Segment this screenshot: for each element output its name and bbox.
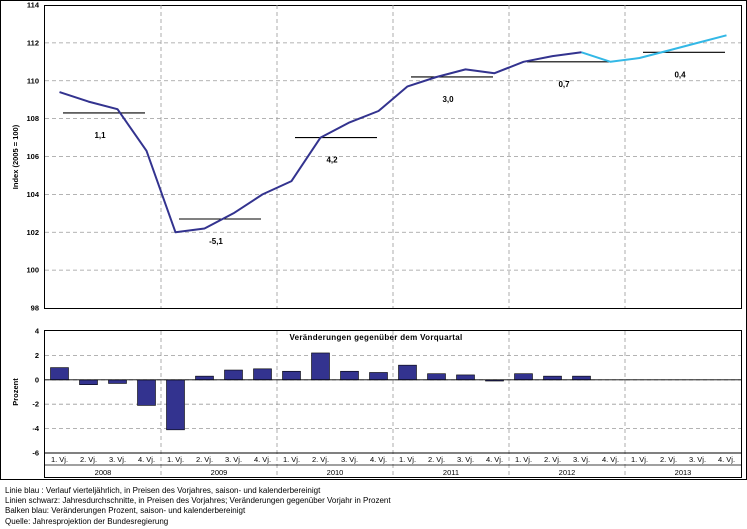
change-bar	[137, 379, 156, 406]
year-tick-label: 2008	[95, 468, 112, 477]
change-bar	[340, 370, 359, 381]
annual-change-label: 0,4	[674, 70, 686, 79]
change-y-tick-label: -4	[32, 424, 39, 433]
index-y-tick-label: 112	[27, 38, 39, 47]
change-bar-chart: -6 -4 -2 0 2 4 Prozent Veränderungen gegenübe…	[11, 327, 742, 478]
change-y-tick-label: 0	[35, 375, 39, 384]
annual-change-label: 1,1	[94, 131, 106, 140]
change-bar	[79, 379, 98, 385]
change-x-axis: 1. Vj. 2. Vj. 3. Vj. 4. Vj. 1. Vj. 2. Vj. 3. V…	[51, 455, 735, 477]
quarter-tick-label: 3. Vj.	[341, 455, 358, 464]
change-bar	[282, 370, 301, 381]
index-y-tick-label: 104	[26, 190, 39, 199]
quarter-tick-label: 3. Vj.	[457, 455, 474, 464]
quarter-tick-label: 4. Vj.	[602, 455, 619, 464]
quarter-tick-label: 2. Vj.	[196, 455, 213, 464]
quarter-tick-label: 1. Vj.	[631, 455, 648, 464]
quarter-tick-label: 4. Vj.	[718, 455, 735, 464]
year-tick-label: 2011	[443, 468, 459, 477]
note-bars-blue: Balken blau: Veränderungen Prozent, sais…	[5, 506, 246, 516]
change-bar	[50, 367, 69, 381]
quarter-tick-label: 3. Vj.	[689, 455, 706, 464]
index-y-tick-label: 110	[27, 76, 39, 85]
quarter-tick-label: 4. Vj.	[486, 455, 503, 464]
year-tick-label: 2013	[675, 468, 692, 477]
quarter-tick-label: 2. Vj.	[80, 455, 97, 464]
note-lines-black: Linien schwarz: Jahresdurchschnitte, in …	[5, 496, 391, 506]
change-y-tick-label: -6	[32, 449, 39, 458]
index-line-chart: 98 100 102 104 106 108 110 112 114 Index (2005 =…	[11, 1, 742, 313]
index-line-actual	[59, 51, 582, 234]
quarter-tick-label: 1. Vj.	[167, 455, 184, 464]
quarter-tick-label: 3. Vj.	[573, 455, 590, 464]
quarter-tick-label: 1. Vj.	[515, 455, 532, 464]
index-y-tick-label: 108	[26, 114, 39, 123]
change-chart-title: Veränderungen gegenüber dem Vorquartal	[289, 333, 462, 342]
index-y-tick-label: 114	[27, 1, 40, 10]
chart-frame	[0, 0, 747, 480]
change-y-axis: -6 -4 -2 0 2 4	[32, 327, 40, 458]
annual-averages: 1,1 -5,1 4,2 3,0 0,7 0,4	[63, 51, 725, 246]
change-bar	[195, 375, 214, 381]
index-series-lines	[59, 34, 727, 234]
change-bar	[514, 373, 533, 381]
year-tick-label: 2009	[211, 468, 228, 477]
change-bar	[224, 369, 243, 381]
year-tick-label: 2010	[327, 468, 344, 477]
quarter-tick-label: 3. Vj.	[225, 455, 242, 464]
annual-change-label: -5,1	[209, 237, 223, 246]
note-line-blue: Linie blau : Verlauf vierteljährlich, in…	[5, 486, 321, 495]
change-bar	[108, 379, 127, 384]
quarter-tick-label: 4. Vj.	[254, 455, 271, 464]
index-y-tick-label: 98	[31, 304, 39, 313]
year-tick-label: 2012	[559, 468, 576, 477]
change-bar	[311, 352, 330, 381]
index-line-projection	[581, 34, 727, 63]
note-source: Quelle: Jahresprojektion der Bundesregie…	[5, 516, 169, 526]
quarter-tick-label: 1. Vj.	[51, 455, 68, 464]
change-bars	[45, 352, 741, 431]
index-y-axis: 98 100 102 104 106 108 110 112 114	[26, 1, 39, 313]
quarter-tick-label: 1. Vj.	[283, 455, 300, 464]
change-bar	[456, 374, 475, 381]
change-y-tick-label: -2	[32, 400, 39, 409]
change-y-tick-label: 2	[35, 351, 39, 360]
change-bar	[398, 364, 417, 381]
change-y-tick-label: 4	[35, 327, 40, 336]
change-bar	[166, 379, 185, 431]
quarter-tick-label: 3. Vj.	[109, 455, 126, 464]
quarter-tick-label: 4. Vj.	[138, 455, 155, 464]
index-y-tick-label: 102	[26, 228, 39, 237]
index-y-tick-label: 106	[26, 152, 39, 161]
change-bar	[543, 375, 562, 381]
quarter-tick-label: 1. Vj.	[399, 455, 416, 464]
change-bar	[253, 368, 272, 381]
annual-change-label: 0,7	[558, 80, 570, 89]
quarter-tick-label: 2. Vj.	[312, 455, 329, 464]
quarter-tick-label: 2. Vj.	[544, 455, 561, 464]
quarter-tick-label: 2. Vj.	[660, 455, 677, 464]
index-y-axis-label: Index (2005 = 100)	[11, 124, 20, 189]
change-bar	[572, 375, 591, 381]
quarter-tick-label: 2. Vj.	[428, 455, 445, 464]
change-gridlines	[45, 331, 741, 478]
change-bar	[427, 373, 446, 381]
annual-change-label: 4,2	[326, 156, 338, 165]
change-y-axis-label: Prozent	[11, 378, 20, 406]
change-plot-area	[44, 330, 742, 478]
annual-change-label: 3,0	[442, 95, 454, 104]
chart-notes: Linie blau : Verlauf vierteljährlich, in…	[5, 486, 391, 527]
change-bar	[369, 372, 388, 381]
quarter-tick-label: 4. Vj.	[370, 455, 387, 464]
index-y-tick-label: 100	[26, 266, 39, 275]
